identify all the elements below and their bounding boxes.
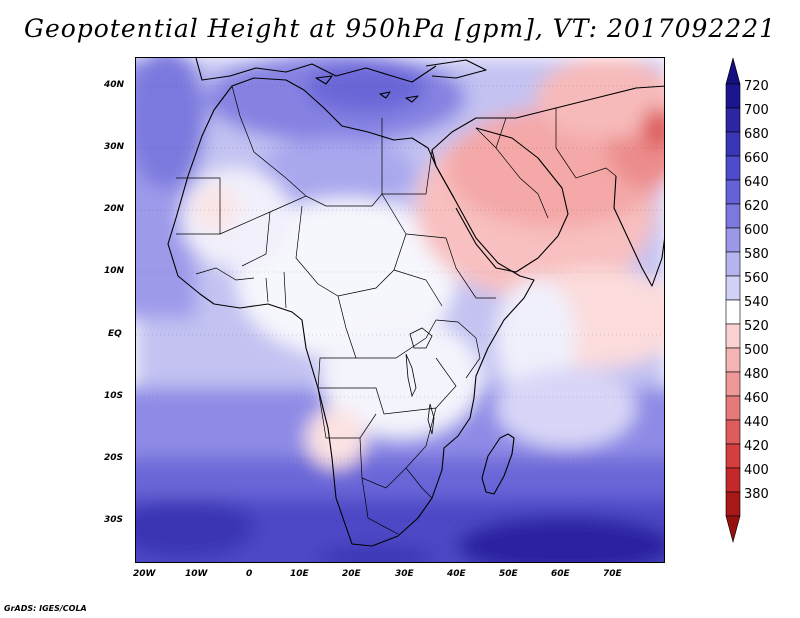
colorbar-label: 540 (744, 295, 769, 310)
lon-label: 50E (499, 569, 518, 579)
lat-label: 30N (104, 142, 125, 152)
colorbar-label: 440 (744, 415, 769, 430)
colorbar-label: 700 (744, 103, 769, 118)
colorbar-bottom-arrow (725, 515, 741, 544)
colorbar-label: 380 (744, 487, 769, 502)
colorbar-segment (725, 275, 741, 301)
colorbar-segment (725, 347, 741, 373)
madagascar-coastline (481, 433, 515, 495)
colorbar-label: 580 (744, 247, 769, 262)
colorbar-top-arrow (725, 58, 741, 85)
credit-text: GrADS: IGES/COLA (4, 604, 87, 613)
colorbar-label: 480 (744, 367, 769, 382)
colorbar-label: 520 (744, 319, 769, 334)
lat-label: 20N (104, 204, 125, 214)
lake-malawi (427, 403, 435, 435)
lon-label: 20W (133, 569, 156, 579)
lon-label: 20E (342, 569, 361, 579)
lon-label: 40E (447, 569, 466, 579)
colorbar-segment (725, 107, 741, 133)
colorbar-label: 400 (744, 463, 769, 478)
colorbar-label: 660 (744, 151, 769, 166)
colorbar-segment (725, 227, 741, 253)
lat-label: 10N (104, 266, 125, 276)
colorbar-segment (725, 419, 741, 445)
lat-label: 30S (104, 515, 124, 525)
map-field (136, 58, 664, 562)
colorbar-label: 460 (744, 391, 769, 406)
black-sea (425, 59, 487, 79)
mediterranean-islands (315, 75, 419, 103)
chart-title: Geopotential Height at 950hPa [gpm], VT:… (23, 14, 777, 43)
colorbar-segment (725, 395, 741, 421)
colorbar-segment (725, 467, 741, 493)
india-coastline (613, 175, 664, 287)
lake-tanganyika (405, 353, 417, 398)
lat-label: 40N (104, 80, 125, 90)
colorbar-segment (725, 443, 741, 469)
africa-coastline (167, 77, 535, 547)
arabia-south (455, 127, 569, 273)
map-panel (135, 57, 665, 563)
colorbar-segment (725, 83, 741, 109)
colorbar-label: 680 (744, 127, 769, 142)
colorbar-segment (725, 323, 741, 349)
colorbar-segment (725, 155, 741, 181)
colorbar-label: 420 (744, 439, 769, 454)
lat-label: 20S (104, 453, 124, 463)
colorbar-segment (725, 491, 741, 517)
colorbar-label: 560 (744, 271, 769, 286)
colorbar-segment (725, 131, 741, 157)
colorbar-segment (725, 203, 741, 229)
lon-label: 10E (290, 569, 309, 579)
lon-label: 70E (603, 569, 622, 579)
lon-label: 60E (551, 569, 570, 579)
colorbar-label: 600 (744, 223, 769, 238)
lake-victoria (409, 327, 433, 349)
colorbar-label: 500 (744, 343, 769, 358)
colorbar-segment (725, 299, 741, 325)
arabia-coastline (431, 85, 664, 199)
colorbar-segment (725, 251, 741, 277)
lat-label: EQ (108, 329, 122, 339)
lon-label: 10W (185, 569, 208, 579)
colorbar-segment (725, 179, 741, 205)
lat-label: 10S (104, 391, 124, 401)
europe-coast (195, 58, 437, 83)
colorbar-label: 640 (744, 175, 769, 190)
colorbar-label: 720 (744, 79, 769, 94)
colorbar (725, 58, 741, 544)
lon-label: 30E (395, 569, 414, 579)
colorbar-label: 620 (744, 199, 769, 214)
colorbar-segment (725, 371, 741, 397)
lon-label: 0 (246, 569, 253, 579)
